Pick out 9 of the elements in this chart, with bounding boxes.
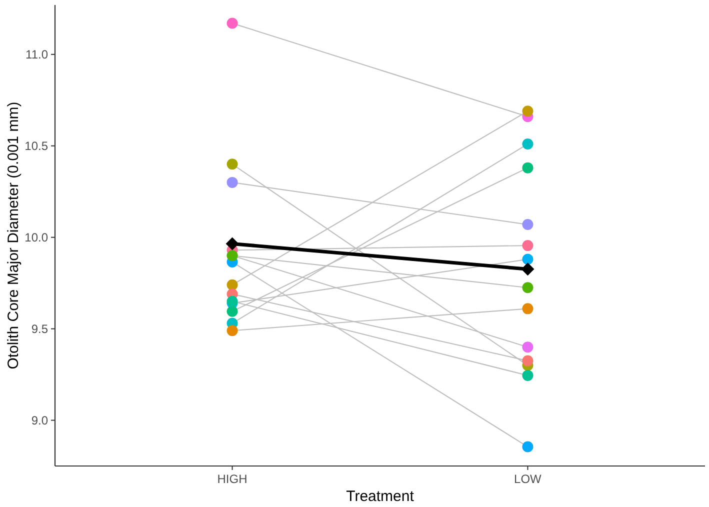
y-axis-title: Otolith Core Major Diameter (0.001 mm) bbox=[5, 102, 22, 370]
y-tick-label: 10.0 bbox=[24, 230, 48, 245]
y-tick-label: 9.5 bbox=[31, 322, 48, 336]
x-axis-title: Treatment bbox=[346, 488, 415, 505]
x-tick-label: LOW bbox=[514, 472, 542, 486]
y-tick-label: 9.0 bbox=[31, 413, 48, 428]
x-tick-label: HIGH bbox=[217, 472, 248, 486]
y-tick-label: 10.5 bbox=[24, 139, 48, 154]
y-tick-label: 11.0 bbox=[26, 48, 48, 62]
